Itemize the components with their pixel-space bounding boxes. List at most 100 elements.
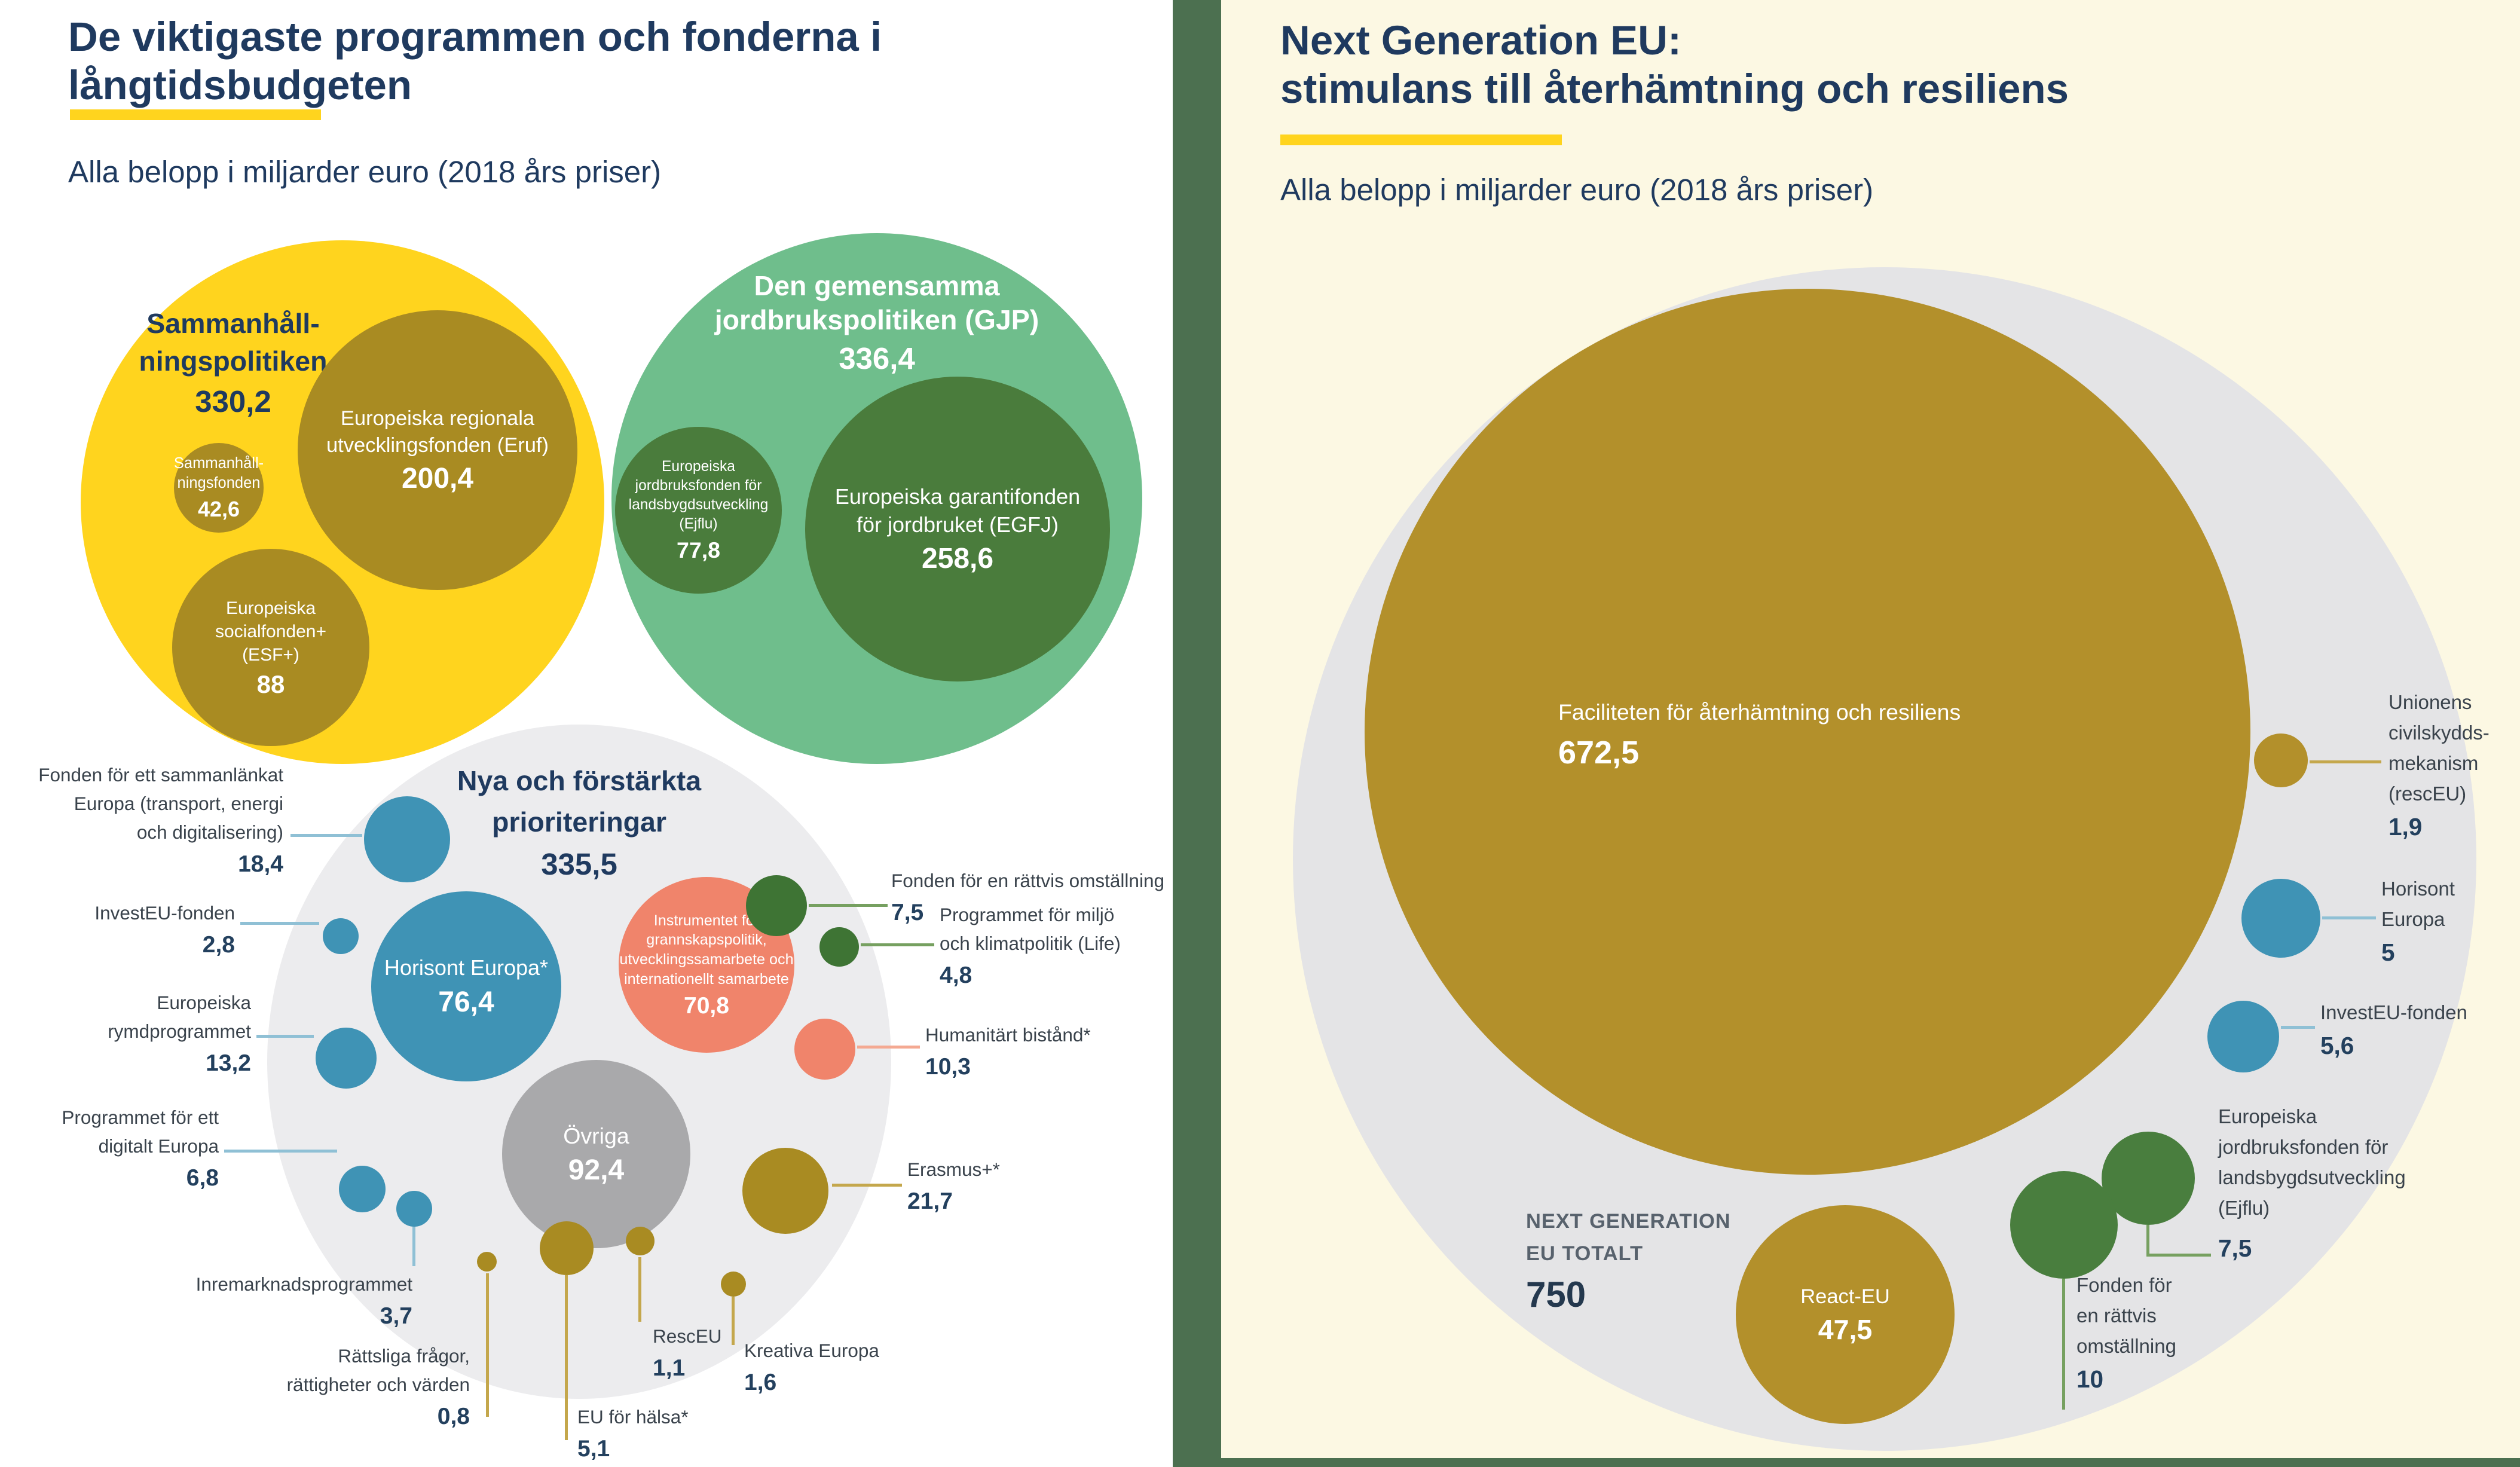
bubble-value: 672,5	[1558, 734, 1640, 771]
callout-ngeu-total: NEXT GENERATION EU TOTALT 750	[1526, 1205, 1731, 1315]
bubble-resceu-r	[2254, 734, 2308, 787]
bubble-label-line: ningspolitiken	[139, 346, 328, 377]
callout-cef: Fonden för ett sammanlänkat Europa (trans…	[14, 760, 283, 879]
connector-digital	[224, 1150, 337, 1153]
bubble-label-line: (ESF+)	[242, 644, 299, 665]
bubble-value: 76,4	[438, 986, 494, 1018]
callout-jtf: Fonden för en rättvis omställning 7,5	[891, 866, 1164, 927]
panel-divider	[1173, 0, 1221, 1467]
callout-justice: Rättsliga frågor, rättigheter och värden 0…	[197, 1341, 470, 1431]
callout-horisont-r: Horisont Europa 5	[2381, 873, 2455, 967]
bubble-jtf	[746, 875, 807, 936]
callout-label-line: Europeiska	[157, 992, 251, 1013]
right-title-underline	[1280, 135, 1562, 145]
right-panel-subtitle: Alla belopp i miljarder euro (2018 års p…	[1280, 173, 1874, 207]
callout-value: 0,8	[437, 1404, 470, 1429]
bubble-label-line: socialfonden+	[215, 621, 326, 641]
callout-value: 10,3	[925, 1054, 971, 1080]
bubble-label-line: Instrumentet för	[653, 912, 760, 929]
bubble-label-line: Sammanhåll-	[146, 308, 320, 339]
callout-value: 13,2	[206, 1050, 251, 1076]
bubble-value: 258,6	[921, 543, 994, 575]
bubble-life	[819, 927, 859, 967]
callout-creative: Kreativa Europa 1,6	[744, 1336, 879, 1397]
bubble-value: 200,4	[401, 463, 474, 495]
bubble-label-line: Övriga	[563, 1123, 629, 1148]
callout-value: 750	[1526, 1275, 1586, 1315]
connector-creative	[732, 1297, 735, 1345]
callout-label-line: Programmet för ett	[62, 1107, 219, 1128]
bubble-digital	[339, 1166, 386, 1212]
callout-value: 10	[2076, 1365, 2104, 1393]
callout-label-line: (rescEU)	[2389, 783, 2467, 805]
connector-market	[412, 1227, 415, 1266]
bubble-creative	[721, 1272, 746, 1297]
connector-horisont-right	[2322, 916, 2376, 919]
bubble-market	[396, 1191, 432, 1227]
connector-investeu	[240, 922, 319, 925]
bubble-jtf-r	[2010, 1171, 2118, 1279]
connector-justice	[486, 1273, 489, 1417]
callout-label-line: Programmet för miljö	[940, 904, 1115, 925]
callout-label-line: och digitalisering)	[136, 821, 283, 843]
connector-erasmus	[832, 1184, 902, 1187]
callout-label-line: EU för hälsa*	[577, 1406, 689, 1428]
callout-label-line: rättigheter och värden	[286, 1374, 470, 1395]
callout-humanitarian: Humanitärt bistånd* 10,3	[925, 1020, 1091, 1081]
bubble-value: 335,5	[541, 847, 617, 881]
callout-label-line: Erasmus+*	[907, 1159, 1000, 1180]
callout-investeu: InvestEU-fonden 2,8	[20, 898, 235, 959]
callout-value: 4,8	[940, 962, 972, 988]
bubble-label-line: Faciliteten för återhämtning och resilie…	[1558, 699, 1961, 725]
bubble-label-line: Europeiska regionala	[340, 407, 535, 430]
callout-label-line: Fonden för en rättvis omställning	[891, 870, 1164, 891]
callout-value: 1,1	[653, 1355, 686, 1381]
bubble-resceu	[626, 1227, 655, 1255]
callout-value: 1,9	[2389, 813, 2423, 841]
callout-value: 1,6	[744, 1370, 777, 1395]
right-title-line: stimulans till återhämtning och resilien…	[1280, 66, 2069, 112]
callout-value: 7,5	[891, 900, 924, 925]
callout-label-line: och klimatpolitik (Life)	[940, 933, 1121, 954]
bubble-value: 88	[256, 670, 285, 698]
bubble-egfj: Europeiska garantifonden för jordbruket (…	[805, 377, 1110, 681]
callout-resceu-r: Unionens civilskydds-mekanism (rescEU) 1,9	[2389, 687, 2490, 841]
left-panel-subtitle: Alla belopp i miljarder euro (2018 års p…	[68, 155, 662, 189]
left-title-line: De viktigaste programmen och fonderna i	[68, 14, 882, 60]
bubble-ejflu-r	[2102, 1132, 2195, 1225]
callout-label-line: landsbygdsutveckling	[2218, 1166, 2406, 1188]
connector-jtf-right	[2062, 1279, 2065, 1410]
bubble-label-line: (Ejflu)	[679, 515, 718, 532]
callout-label-line: Europa (transport, energi	[74, 793, 283, 814]
callout-value: 18,4	[238, 851, 283, 877]
connector-resceu-right	[2310, 760, 2381, 763]
bubble-value: 42,6	[197, 497, 240, 522]
bubble-label-line: Den gemensamma	[754, 270, 1000, 301]
bubble-value: 70,8	[684, 992, 729, 1019]
bubble-rrf: Faciliteten för återhämtning och resilie…	[1365, 289, 2250, 1175]
bubble-ejflu: Europeiska jordbruksfonden för landsbygdsu…	[615, 427, 782, 594]
callout-value: 6,8	[186, 1165, 219, 1191]
callout-life: Programmet för miljö och klimatpolitik (L…	[940, 900, 1121, 990]
bubble-horisont: Horisont Europa* 76,4	[371, 891, 561, 1081]
connector-investeu-right	[2281, 1026, 2315, 1029]
bubble-value: 330,2	[195, 384, 271, 418]
callout-label-line: Fonden för	[2076, 1274, 2172, 1296]
callout-label-line: digitalt Europa	[98, 1135, 219, 1157]
bubble-label-line: Nya och förstärkta	[457, 765, 702, 796]
bubble-investeu-r	[2207, 1001, 2279, 1072]
callout-value: 5,1	[577, 1436, 610, 1462]
callout-investeu-r: InvestEU-fonden 5,6	[2320, 997, 2467, 1060]
bubble-value: 77,8	[677, 537, 720, 563]
callout-label-line: Rättsliga frågor,	[338, 1345, 470, 1367]
callout-label-line: Europa	[2381, 908, 2445, 930]
bubble-esf: Europeiska socialfonden+ (ESF+) 88	[172, 549, 369, 746]
bubble-label-line: prioriteringar	[492, 806, 666, 838]
bubble-erasmus	[742, 1148, 828, 1234]
callout-label-line: RescEU	[653, 1325, 722, 1347]
connector-space	[256, 1035, 314, 1038]
bubble-space	[316, 1028, 377, 1089]
callout-digital: Programmet för ett digitalt Europa 6,8	[22, 1103, 219, 1193]
bubble-label-line: Sammanhåll-	[173, 454, 264, 472]
callout-label-line: (Ejflu)	[2218, 1197, 2270, 1219]
